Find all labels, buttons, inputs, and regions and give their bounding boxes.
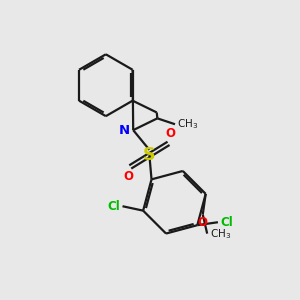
Text: Cl: Cl bbox=[107, 200, 120, 213]
Text: N: N bbox=[118, 124, 130, 136]
Text: O: O bbox=[198, 216, 208, 229]
Text: S: S bbox=[143, 146, 156, 164]
Text: Cl: Cl bbox=[220, 216, 233, 229]
Text: O: O bbox=[165, 128, 175, 140]
Text: CH$_3$: CH$_3$ bbox=[209, 227, 231, 241]
Text: CH$_3$: CH$_3$ bbox=[177, 117, 199, 131]
Text: O: O bbox=[124, 170, 134, 183]
